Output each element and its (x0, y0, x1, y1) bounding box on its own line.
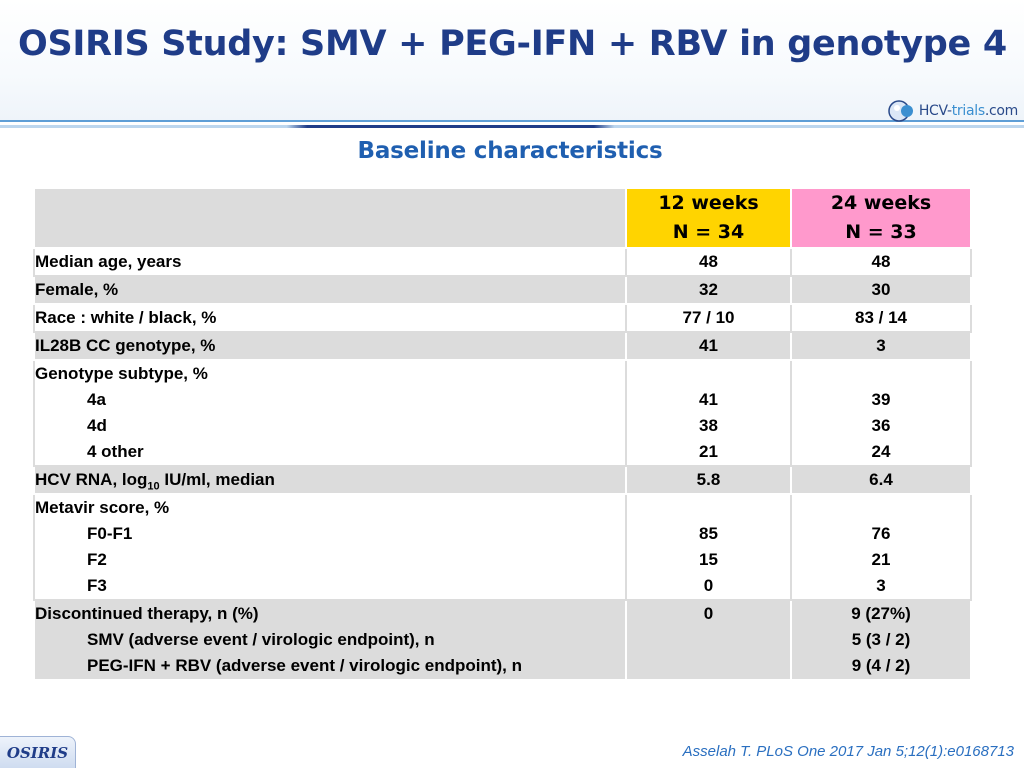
value-24-weeks: 9 (27%) (851, 604, 911, 623)
hcv-trials-logo: HCV-trials.com (887, 96, 1018, 126)
header-empty-cell (33, 187, 627, 249)
title-band (0, 0, 1024, 122)
row-label: Metavir score, % (35, 498, 170, 517)
citation: Asselah T. PLoS One 2017 Jan 5;12(1):e01… (682, 743, 1014, 760)
value-12-weeks: 5.8 (696, 470, 721, 489)
value-12-weeks: 85 (699, 524, 718, 543)
row-label: Discontinued therapy, n (%) (35, 604, 259, 623)
value-24-weeks: 76 (871, 524, 891, 543)
value-24-weeks: 39 (871, 390, 891, 409)
value-12-weeks: 41 (699, 390, 718, 409)
row-label: Race : white / black, % (35, 308, 217, 327)
section-title: Baseline characteristics (357, 138, 663, 164)
value-12-weeks: 0 (703, 604, 714, 623)
value-12-weeks: 41 (699, 336, 718, 355)
value-24-weeks: 3 (876, 336, 886, 355)
sub-row-label: PEG-IFN + RBV (adverse event / virologic… (87, 656, 522, 675)
row-label: Genotype subtype, % (35, 364, 208, 383)
hcv-trials-logo-icon (888, 100, 913, 122)
value-12-weeks: 77 / 10 (682, 308, 735, 327)
table-row: Discontinued therapy, n (%) SMV (adverse… (33, 599, 972, 681)
value-24-weeks: 3 (876, 576, 886, 595)
hcv-trials-logo-text: HCV-trials.com (918, 103, 1018, 119)
header-rule-accent (0, 125, 1024, 128)
sub-row-label: F2 (87, 550, 107, 569)
value-24-weeks: 83 / 14 (855, 308, 907, 327)
sub-row-label: F0-F1 (87, 524, 133, 543)
value-12-weeks: 15 (699, 550, 718, 569)
sub-row-label: 4 other (87, 442, 144, 461)
value-12-weeks: 21 (699, 442, 718, 461)
sub-row-label: F3 (87, 576, 107, 595)
table-row: Metavir score, % F0-F1 F2 F3 85 15 0 76 … (33, 493, 972, 601)
value-24-weeks: 9 (4 / 2) (851, 656, 911, 675)
slide-title: OSIRIS Study: SMV + PEG-IFN + RBV in gen… (18, 24, 1007, 64)
table-row: HCV RNA, log10 IU/ml, median 5.8 6.4 (33, 465, 972, 495)
study-tag: OSIRIS (0, 736, 76, 768)
table-row: Genotype subtype, % 4a 4d 4 other 41 38 … (33, 359, 972, 467)
header-rule (0, 120, 1024, 122)
row-label: HCV RNA, log10 IU/ml, median (35, 470, 275, 493)
value-24-weeks: 30 (871, 280, 891, 299)
row-label: IL28B CC genotype, % (35, 336, 216, 355)
table-header-row: 12 weeks N = 34 24 weeks N = 33 (33, 187, 972, 249)
value-24-weeks: 24 (871, 442, 891, 461)
table-row: Female, % 32 30 (33, 275, 972, 305)
sub-row-label: 4a (87, 390, 106, 409)
row-label: Median age, years (35, 252, 182, 271)
row-label: Female, % (35, 280, 119, 299)
header-24-weeks: 24 weeks N = 33 (790, 187, 972, 249)
value-12-weeks: 38 (699, 416, 718, 435)
baseline-table: 12 weeks N = 34 24 weeks N = 33 Median age… (33, 187, 972, 681)
value-12-weeks: 32 (699, 280, 718, 299)
value-12-weeks: 0 (703, 576, 714, 595)
header-12-weeks: 12 weeks N = 34 (625, 187, 792, 249)
value-24-weeks: 36 (871, 416, 891, 435)
table-row: Median age, years 48 48 (33, 247, 972, 277)
value-24-weeks: 48 (871, 252, 891, 271)
sub-row-label: SMV (adverse event / virologic endpoint)… (87, 630, 435, 649)
sub-row-label: 4d (87, 416, 107, 435)
value-24-weeks: 5 (3 / 2) (851, 630, 911, 649)
value-24-weeks: 21 (871, 550, 891, 569)
value-24-weeks: 6.4 (869, 470, 893, 489)
table-row: IL28B CC genotype, % 41 3 (33, 331, 972, 361)
table-row: Race : white / black, % 77 / 10 83 / 14 (33, 303, 972, 333)
value-12-weeks: 48 (699, 252, 718, 271)
